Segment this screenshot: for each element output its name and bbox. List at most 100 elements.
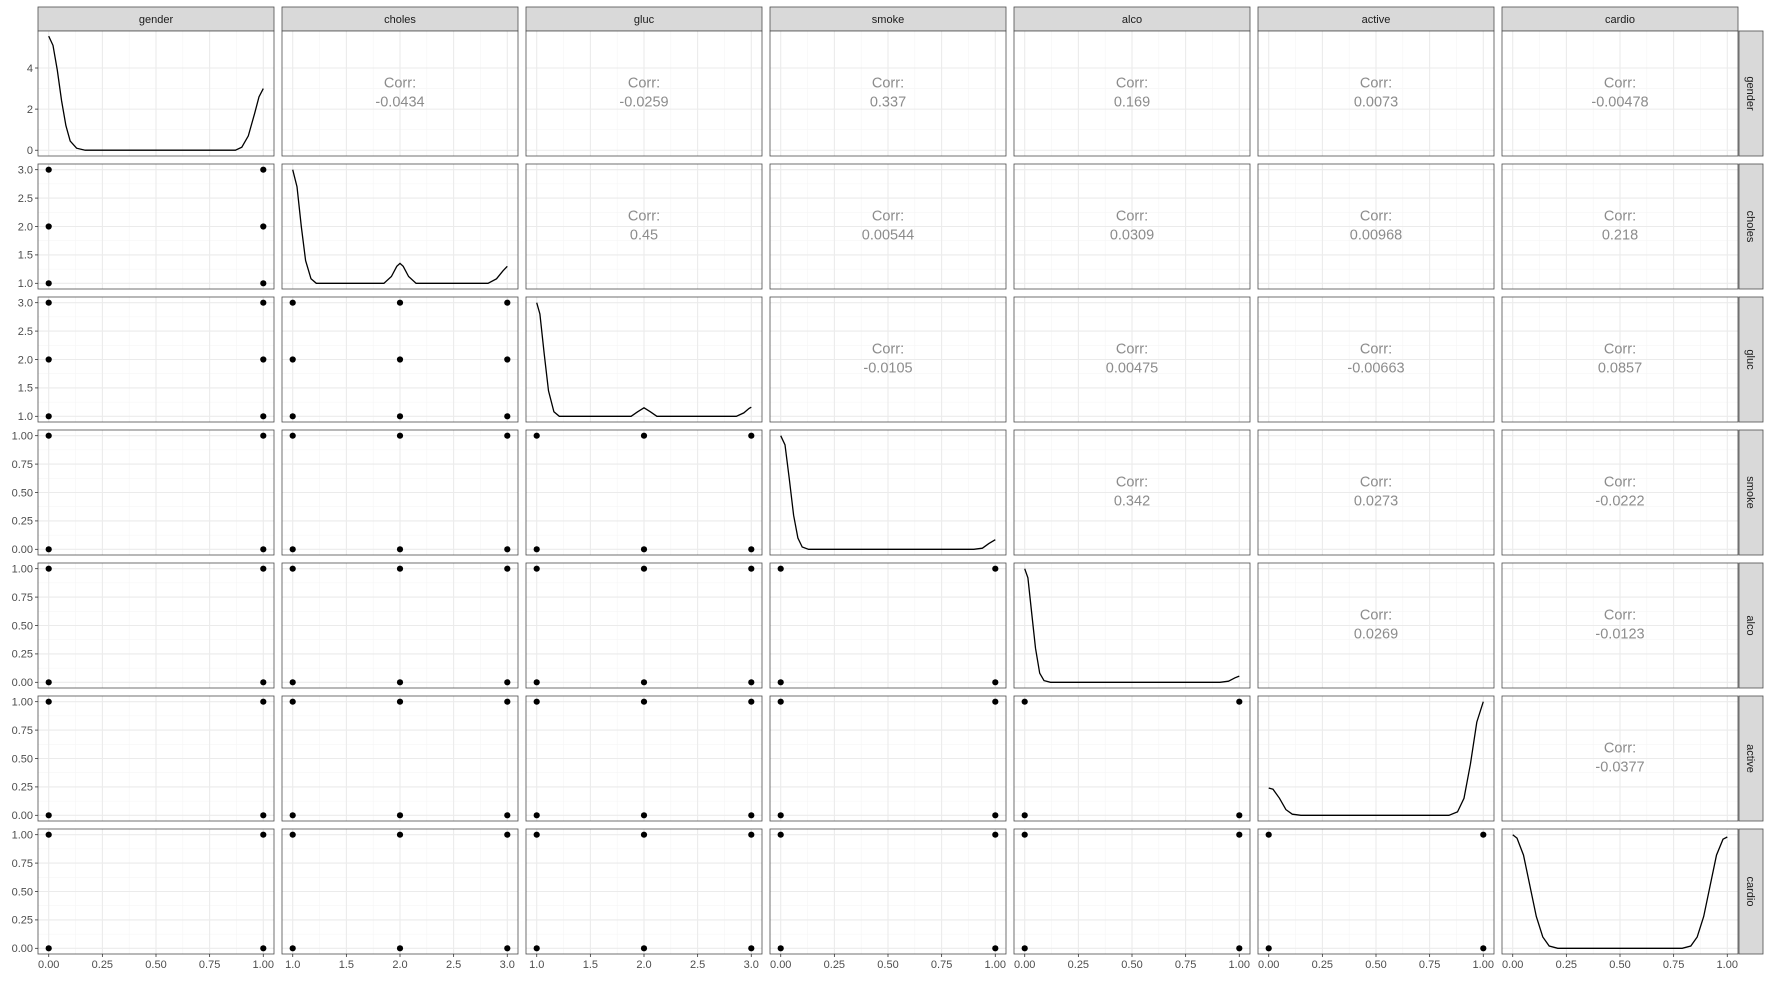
panel-active-smoke bbox=[769, 695, 1007, 822]
y-tick-label: 0.75 bbox=[12, 459, 33, 471]
scatter-point bbox=[1236, 945, 1243, 952]
scatter-point bbox=[748, 565, 755, 572]
x-tick-label: 0.00 bbox=[1014, 959, 1035, 971]
corr-value: 0.00544 bbox=[862, 228, 914, 244]
corr-label: Corr: bbox=[628, 209, 660, 225]
scatter-point bbox=[260, 679, 267, 686]
x-tick-label: 1.0 bbox=[529, 959, 544, 971]
corr-value: -0.0222 bbox=[1595, 494, 1644, 510]
y-tick-label: 0.00 bbox=[12, 810, 33, 822]
y-tick-label: 2.0 bbox=[18, 354, 33, 366]
x-tick-label: 0.25 bbox=[1556, 959, 1577, 971]
panel-gluc-active: Corr: -0.00663 bbox=[1257, 296, 1495, 423]
scatter-point bbox=[1021, 812, 1028, 819]
panel-border bbox=[1501, 296, 1739, 423]
corr-label: Corr: bbox=[1116, 475, 1148, 491]
panel-gender-smoke: Corr: 0.337 bbox=[769, 30, 1007, 157]
x-tick-label: 1.00 bbox=[1473, 959, 1494, 971]
corr-value: 0.169 bbox=[1114, 95, 1150, 111]
density-curve-choles bbox=[292, 169, 508, 284]
panel-smoke-alco: Corr: 0.342 bbox=[1013, 429, 1251, 556]
scatter-point bbox=[504, 679, 511, 686]
panel-alco-choles bbox=[281, 562, 519, 689]
scatter-point bbox=[396, 679, 404, 686]
row-strip-label: choles bbox=[1744, 211, 1756, 243]
scatter-point bbox=[260, 565, 267, 572]
panel-border bbox=[1013, 562, 1251, 689]
scatter-point bbox=[45, 565, 52, 572]
scatter-point bbox=[748, 546, 755, 553]
corr-label: Corr: bbox=[1360, 76, 1392, 92]
corr-label: Corr: bbox=[1604, 475, 1636, 491]
y-tick-label: 0.00 bbox=[12, 943, 33, 955]
scatter-point bbox=[260, 166, 267, 173]
scatter-point bbox=[396, 945, 404, 952]
column-strip-bg bbox=[525, 6, 763, 32]
scatter-point bbox=[748, 831, 755, 838]
density-curve-smoke bbox=[780, 435, 996, 550]
panel-border bbox=[769, 30, 1007, 157]
x-tick-label: 0.00 bbox=[770, 959, 791, 971]
corr-value: -0.0377 bbox=[1595, 760, 1644, 776]
scatter-point bbox=[533, 565, 540, 572]
scatter-point bbox=[640, 546, 648, 553]
panel-border bbox=[281, 429, 519, 556]
scatter-point bbox=[777, 698, 784, 705]
column-strip-alco: alco bbox=[1013, 6, 1251, 32]
density-curve-alco bbox=[1024, 568, 1240, 683]
row-strip-cardio: cardio bbox=[1738, 828, 1764, 955]
y-tick-label: 0.25 bbox=[12, 516, 33, 528]
panel-gender-gender bbox=[37, 30, 275, 157]
panel-alco-gluc bbox=[525, 562, 763, 689]
x-tick-label: 0.00 bbox=[1502, 959, 1523, 971]
scatter-point bbox=[777, 812, 784, 819]
scatter-point bbox=[533, 679, 540, 686]
scatter-point bbox=[45, 812, 52, 819]
panel-choles-alco: Corr: 0.0309 bbox=[1013, 163, 1251, 290]
scatter-point bbox=[260, 698, 267, 705]
scatter-point bbox=[640, 679, 648, 686]
scatter-point bbox=[992, 679, 999, 686]
corr-label: Corr: bbox=[872, 76, 904, 92]
scatter-point bbox=[640, 565, 648, 572]
panel-border bbox=[1501, 30, 1739, 157]
panel-cardio-alco bbox=[1013, 828, 1251, 955]
scatter-point bbox=[504, 413, 511, 420]
x-tick-label: 1.00 bbox=[1717, 959, 1738, 971]
panel-border bbox=[525, 163, 763, 290]
x-tick-label: 0.00 bbox=[1258, 959, 1279, 971]
x-tick-label: 0.25 bbox=[824, 959, 845, 971]
density-curve-gender bbox=[48, 35, 264, 151]
row-strip-label: alco bbox=[1744, 615, 1756, 635]
panel-smoke-smoke bbox=[769, 429, 1007, 556]
scatter-point bbox=[260, 945, 267, 952]
scatter-point bbox=[748, 698, 755, 705]
panel-border bbox=[37, 30, 275, 157]
column-strip-gluc: gluc bbox=[525, 6, 763, 32]
x-tick-label: 0.75 bbox=[931, 959, 952, 971]
row-strip-gender: gender bbox=[1738, 30, 1764, 157]
panel-border bbox=[525, 695, 763, 822]
y-tick-label: 1.00 bbox=[12, 563, 33, 575]
x-tick-label: 0.50 bbox=[877, 959, 898, 971]
x-tick-label: 1.00 bbox=[253, 959, 274, 971]
scatter-point bbox=[260, 223, 267, 230]
panel-gluc-choles bbox=[281, 296, 519, 423]
y-tick-label: 0 bbox=[27, 145, 33, 157]
panel-border bbox=[1013, 163, 1251, 290]
panel-border bbox=[281, 163, 519, 290]
scatter-point bbox=[289, 812, 296, 819]
scatter-point bbox=[396, 698, 404, 705]
row-strip-label: cardio bbox=[1744, 877, 1756, 907]
scatter-point bbox=[1021, 698, 1028, 705]
y-axis-gluc: 1.0 1.5 2.0 2.5 3.0 bbox=[18, 297, 38, 423]
corr-value: 0.0269 bbox=[1354, 627, 1398, 643]
corr-value: 0.337 bbox=[870, 95, 906, 111]
scatter-point bbox=[260, 546, 267, 553]
corr-label: Corr: bbox=[384, 76, 416, 92]
scatter-point bbox=[504, 831, 511, 838]
panel-border bbox=[1257, 695, 1495, 822]
scatter-point bbox=[777, 679, 784, 686]
y-tick-label: 3.0 bbox=[18, 297, 33, 309]
scatter-point bbox=[1236, 831, 1243, 838]
